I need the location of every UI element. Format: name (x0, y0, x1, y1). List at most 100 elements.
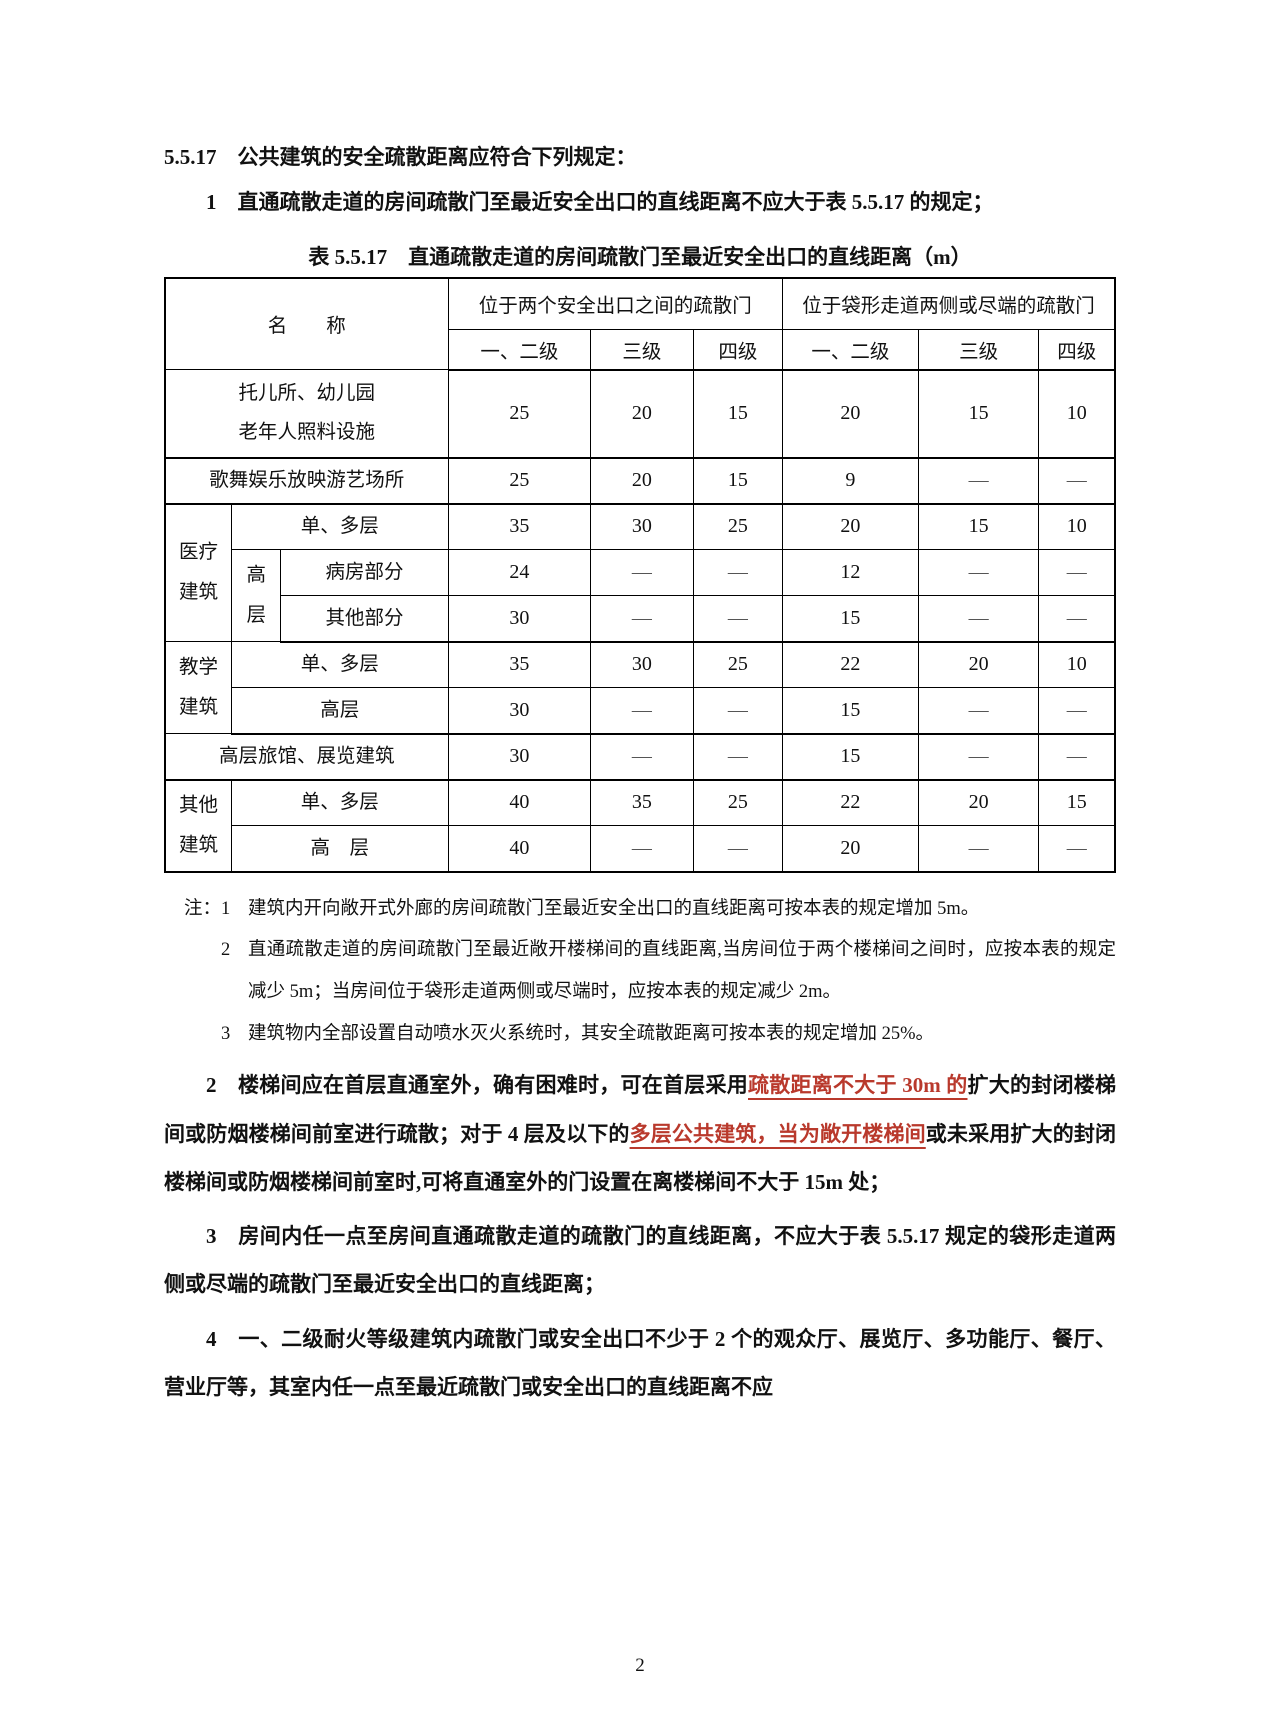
value-cell: 22 (781, 779, 919, 827)
row-header-cell: 单、多层 (231, 503, 449, 551)
table-row: 其他 建筑 单、多层 40 35 25 22 20 15 (164, 779, 1116, 873)
value-cell: — (692, 549, 783, 597)
note-item: 3 建筑物内全部设置自动喷水灭火系统时，其安全疏散距离可按本表的规定增加 25%。 (164, 1014, 1116, 1056)
value-cell: 20 (781, 503, 919, 551)
page-number: 2 (635, 1655, 645, 1676)
value-cell: — (1038, 457, 1116, 505)
row-header-cell: 医疗 建筑 (164, 503, 232, 643)
row-header-cell: 高 层 (231, 825, 449, 873)
red-underlined-text: 多层公共建筑，当为敞开楼梯间 (629, 1121, 926, 1146)
col-header-level: 四级 (692, 329, 783, 371)
table-row: 教学 建筑 单、多层 35 30 25 22 20 10 (164, 641, 1116, 735)
table-header-row-groups: 名 称 位于两个安全出口之间的疏散门 位于袋形走道两侧或尽端的疏散门 (164, 277, 1116, 371)
value-cell: — (692, 595, 783, 643)
value-cell: 30 (590, 641, 694, 689)
col-header-level: 三级 (917, 329, 1040, 371)
value-cell: — (917, 687, 1040, 735)
value-cell: 22 (781, 641, 919, 689)
value-cell: 15 (917, 503, 1040, 551)
table-header-row-levels: 一、二级 三级 四级 一、二级 三级 四级 (165, 329, 1116, 371)
table-row: 高层 30— —15— — (165, 687, 1116, 735)
note-number: 注：1 (184, 898, 231, 919)
section-heading: 5.5.17 公共建筑的安全疏散距离应符合下列规定： (164, 145, 637, 169)
value-cell: 20 (590, 369, 694, 459)
page-content: 5.5.17 公共建筑的安全疏散距离应符合下列规定： 1 直通疏散走道的房间疏散… (164, 0, 1116, 1411)
value-cell: — (692, 687, 783, 735)
text-segment: 3 房间内任一点至房间直通疏散走道的疏散门的直线距离，不应大于表 5.5.17 … (164, 1224, 1116, 1297)
value-cell: — (590, 549, 694, 597)
value-cell: 12 (781, 549, 919, 597)
table-body: 托儿所、幼儿园 老年人照料设施 25 20 15 20 15 10 歌舞娱乐放映游艺场所 25 20… (164, 369, 1116, 873)
text-segment: 1 直通疏散走道的房间疏散门至最近安全出口的直线距离不应大于表 5.5.17 的… (206, 190, 994, 215)
value-cell: — (1038, 733, 1116, 781)
note-item: 注：1 建筑内开向敞开式外廊的房间疏散门至最近安全出口的直线距离可按本表的规定增加… (164, 889, 1116, 931)
value-cell: 30 (590, 503, 694, 551)
col-header-level: 一、二级 (447, 329, 592, 371)
value-cell: 35 (447, 503, 592, 551)
value-cell: — (1038, 687, 1116, 735)
value-cell: 25 (447, 457, 592, 505)
value-cell: 15 (692, 369, 783, 459)
col-header-name: 名 称 (164, 277, 449, 371)
value-cell: 20 (917, 641, 1040, 689)
note-number: 2 (221, 940, 231, 961)
table-row: 高 层 40— —20— — (165, 825, 1116, 873)
value-cell: — (917, 595, 1040, 643)
clause-paragraph-4: 4 一、二级耐火等级建筑内疏散门或安全出口不少于 2 个的观众厅、展览厅、多功能… (164, 1315, 1116, 1412)
value-cell: 20 (781, 369, 919, 459)
value-cell: — (590, 825, 694, 873)
value-cell: 20 (781, 825, 919, 873)
row-header-cell: 高层 (231, 687, 449, 735)
text-segment: 或未采用扩大的封闭楼梯间或防烟楼梯间前室时,可将直通室外的门设置在离楼梯间不大于… (164, 1121, 1117, 1194)
value-cell: 10 (1038, 641, 1116, 689)
value-cell: 35 (447, 641, 592, 689)
table-row: 其他部分 30— —15— — (165, 595, 1116, 643)
value-cell: — (917, 733, 1040, 781)
value-cell: 15 (781, 687, 919, 735)
row-header-cell: 单、多层 (231, 641, 449, 689)
col-header-group-two-exits: 位于两个安全出口之间的疏散门 (447, 277, 783, 331)
note-number: 3 (221, 1023, 231, 1044)
clause-paragraph-3: 3 房间内任一点至房间直通疏散走道的疏散门的直线距离，不应大于表 5.5.17 … (164, 1212, 1116, 1309)
value-cell: — (590, 595, 694, 643)
col-header-level: 四级 (1038, 329, 1116, 371)
value-cell: — (692, 825, 783, 873)
row-header-cell: 歌舞娱乐放映游艺场所 (164, 457, 449, 505)
row-header-cell: 高层旅馆、展览建筑 (164, 733, 449, 781)
value-cell: 10 (1038, 369, 1116, 459)
value-cell: 15 (1038, 779, 1116, 827)
note-text: 建筑物内全部设置自动喷水灭火系统时，其安全疏散距离可按本表的规定增加 25%。 (248, 1023, 935, 1044)
table-row: 歌舞娱乐放映游艺场所 25 20 15 9— — (164, 457, 1116, 505)
note-text: 建筑内开向敞开式外廊的房间疏散门至最近安全出口的直线距离可按本表的规定增加 5m… (248, 898, 980, 919)
value-cell: — (692, 733, 783, 781)
value-cell: — (590, 687, 694, 735)
text-segment: 2 楼梯间应在首层直通室外，确有困难时，可在首层采用 (206, 1073, 748, 1098)
notes: 注：1 建筑内开向敞开式外廊的房间疏散门至最近安全出口的直线距离可按本表的规定增加… (164, 889, 1116, 1056)
table-row: 医疗 建筑 单、多层 35 30 25 20 15 10 (164, 503, 1116, 643)
value-cell: — (917, 549, 1040, 597)
clause-paragraph-2: 2 楼梯间应在首层直通室外，确有困难时，可在首层采用疏散距离不大于 30m 的扩… (164, 1061, 1116, 1206)
value-cell: 25 (447, 369, 592, 459)
table-caption: 表 5.5.17 直通疏散走道的房间疏散门至最近安全出口的直线距离（m） (308, 244, 972, 269)
row-header-cell: 教学 建筑 (164, 641, 232, 735)
row-header-cell: 其他部分 (280, 595, 449, 643)
value-cell: 30 (447, 687, 592, 735)
value-cell: 40 (447, 825, 592, 873)
value-cell: 25 (692, 641, 783, 689)
value-cell: 15 (781, 733, 919, 781)
table-header: 名 称 位于两个安全出口之间的疏散门 位于袋形走道两侧或尽端的疏散门 一、二级 … (164, 277, 1116, 371)
evacuation-distance-table: 名 称 位于两个安全出口之间的疏散门 位于袋形走道两侧或尽端的疏散门 一、二级 … (164, 276, 1116, 873)
value-cell: — (917, 457, 1040, 505)
value-cell: — (1038, 549, 1116, 597)
value-cell: 20 (917, 779, 1040, 827)
value-cell: 15 (917, 369, 1040, 459)
note-text: 直通疏散走道的房间疏散门至最近敞开楼梯间的直线距离,当房间位于两个楼梯间之间时，… (248, 940, 1116, 1002)
value-cell: 35 (590, 779, 694, 827)
value-cell: 30 (447, 733, 592, 781)
row-header-cell: 高层 (230, 549, 282, 643)
table-row: 高层旅馆、展览建筑 30— —15— — (164, 733, 1116, 781)
value-cell: 20 (590, 457, 694, 505)
value-cell: 10 (1038, 503, 1116, 551)
col-header-level: 一、二级 (781, 329, 919, 371)
row-header-cell: 单、多层 (231, 779, 449, 827)
